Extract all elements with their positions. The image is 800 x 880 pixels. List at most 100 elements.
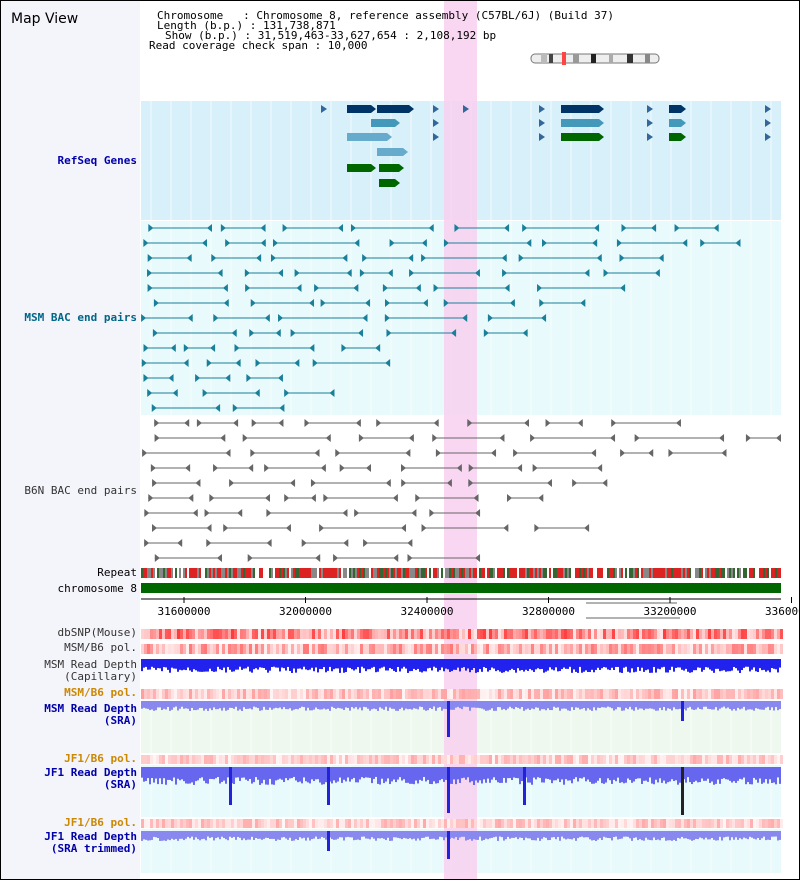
msm-b6-pol-sra-label[interactable]: MSM/B6 pol. [64,686,137,699]
gene-strand-arrow [681,133,686,141]
depth-bar [377,659,379,672]
repeat-mark [501,568,503,578]
jf1-b6-pol-label[interactable]: JF1/B6 pol. [64,752,137,765]
depth-bar [749,767,751,785]
depth-bar [747,831,749,840]
repeat-mark [161,568,163,578]
depth-bar [411,659,413,672]
jf1-read-depth-trimmed-label[interactable]: JF1 Read Depth (SRA trimmed) [44,830,137,855]
polymorphism-mark [285,755,288,764]
polymorphism-mark [366,755,369,764]
polymorphism-mark [174,644,177,654]
bac-end [222,284,228,292]
polymorphism-mark [549,755,552,764]
jf1-b6-pol-trimmed-label[interactable]: JF1/B6 pol. [64,816,137,829]
polymorphism-mark [615,755,618,764]
depth-bar [753,831,755,839]
depth-bar [403,831,405,838]
depth-bar [141,659,143,672]
polymorphism-mark [393,629,396,639]
polymorphism-mark [780,689,783,699]
polymorphism-mark [324,819,327,828]
msm-bac-label[interactable]: MSM BAC end pairs [24,311,137,324]
depth-bar [269,701,271,708]
repeat-mark [671,568,673,578]
polymorphism-mark [408,755,411,764]
depth-bar [695,659,697,671]
depth-bar [445,767,447,780]
depth-bar [321,767,323,785]
depth-bar [717,701,719,711]
depth-bar [495,831,497,837]
depth-bar [315,701,317,708]
depth-bar [343,831,345,841]
polymorphism-mark [324,689,327,699]
jf1-read-depth-sra-label[interactable]: JF1 Read Depth (SRA) [44,766,137,791]
polymorphism-mark [594,819,597,828]
depth-bar [393,767,395,780]
bac-end [421,254,427,262]
polymorphism-mark [705,689,708,699]
repeat-mark [519,568,521,578]
polymorphism-mark [729,644,732,654]
polymorphism-mark [219,689,222,699]
repeat-mark [699,568,701,578]
repeat-mark [259,568,261,578]
repeat-mark [353,568,355,578]
depth-bar [359,767,361,780]
refseq-genes-label[interactable]: RefSeq Genes [57,154,137,167]
bac-end [235,359,241,367]
bac-end [634,434,640,442]
depth-bar [569,701,571,711]
depth-bar [767,831,769,840]
depth-bar [567,701,569,711]
depth-bar [685,831,687,839]
axis-tick-label: 31600000 [158,605,211,618]
polymorphism-mark [624,629,627,639]
polymorphism-mark [585,689,588,699]
depth-bar [543,831,545,838]
depth-bar [161,701,163,711]
depth-bar [565,767,567,780]
b6n-bac-label[interactable]: B6N BAC end pairs [24,484,137,497]
depth-bar [693,831,695,841]
depth-bar [371,701,373,710]
polymorphism-mark [303,819,306,828]
bac-end [358,434,364,442]
depth-bar [361,659,363,667]
polymorphism-mark [279,629,282,639]
polymorphism-mark [777,755,780,764]
depth-bar [515,831,517,838]
depth-bar [669,701,671,709]
repeat-mark [297,568,299,578]
repeat-mark [181,568,183,578]
depth-bar [365,701,367,708]
depth-bar [489,831,491,839]
polymorphism-mark [315,819,318,828]
polymorphism-mark [621,689,624,699]
repeat-mark [563,568,565,578]
bac-end [320,464,326,472]
ideogram-band [549,54,553,63]
depth-bar [539,767,541,778]
depth-bar [615,831,617,837]
msm-read-depth-capillary-label[interactable]: MSM Read Depth (Capillary) [44,658,137,683]
polymorphism-mark [174,629,177,639]
depth-bar [489,701,491,710]
repeat-mark [541,568,543,578]
polymorphism-mark [387,689,390,699]
msm-read-depth-sra-label[interactable]: MSM Read Depth (SRA) [44,702,137,727]
polymorphism-mark [207,755,210,764]
depth-bar [153,659,155,668]
polymorphism-mark [441,644,444,654]
depth-bar [571,659,573,673]
polymorphism-mark [270,819,273,828]
bac-end [745,434,751,442]
polymorphism-mark [549,644,552,654]
depth-bar [381,659,383,668]
bac-end [151,524,157,532]
dbsnp-label[interactable]: dbSNP(Mouse) [57,626,137,639]
msm-b6-pol-label[interactable]: MSM/B6 pol. [64,641,137,654]
polymorphism-mark [474,819,477,828]
